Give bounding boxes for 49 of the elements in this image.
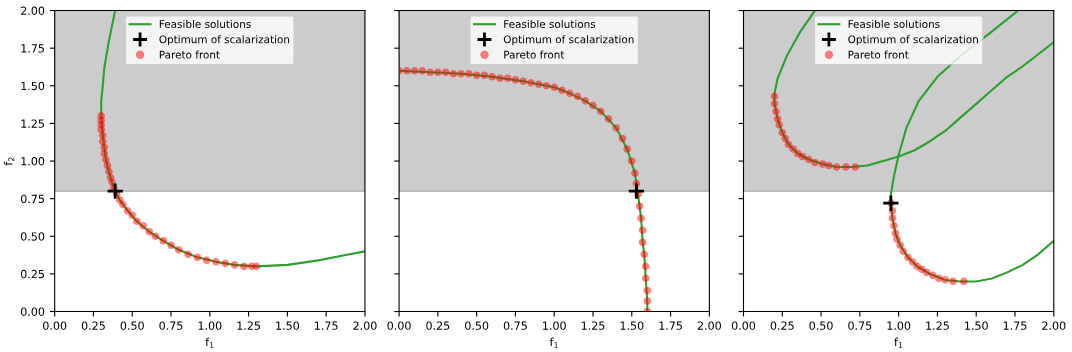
x-tick-label: 0.75 bbox=[848, 321, 872, 330]
x-tick-label: 1.75 bbox=[659, 321, 682, 330]
x-tick-label: 0.00 bbox=[731, 321, 756, 330]
x-tick-label: 1.00 bbox=[543, 321, 566, 330]
legend-label: Feasible solutions bbox=[848, 19, 940, 28]
legend-label: Optimum of scalarization bbox=[159, 35, 290, 46]
x-tick-label: 2.00 bbox=[697, 321, 721, 330]
x-tick-label: 1.25 bbox=[237, 321, 260, 330]
legend-label: Pareto front bbox=[848, 50, 909, 59]
x-axis-title: f$_{1}$ bbox=[549, 337, 558, 348]
legend-label: Feasible solutions bbox=[504, 19, 596, 28]
legend-label: Optimum of scalarization bbox=[503, 35, 634, 46]
x-tick-label: 0.75 bbox=[159, 321, 183, 330]
x-tick-label: 0.50 bbox=[465, 321, 489, 330]
y-tick-label: 0.75 bbox=[20, 194, 44, 204]
x-tick-label: 1.00 bbox=[887, 321, 911, 330]
x-tick-label: 1.25 bbox=[581, 321, 605, 330]
x-tick-label: 0.00 bbox=[387, 321, 411, 330]
x-axis-title: f$_{1}$ bbox=[894, 337, 903, 348]
x-tick-label: 0.75 bbox=[503, 321, 527, 330]
x-tick-label: 0.25 bbox=[81, 321, 105, 330]
x-tick-label: 1.25 bbox=[926, 321, 949, 330]
legend-label: Pareto front bbox=[159, 50, 220, 59]
x-tick-label: 0.00 bbox=[43, 321, 67, 330]
x-axis-title: f$_{1}$ bbox=[205, 337, 214, 348]
y-tick-label: 1.75 bbox=[21, 44, 44, 53]
x-tick-label: 0.50 bbox=[809, 321, 833, 330]
x-tick-label: 1.00 bbox=[198, 321, 222, 330]
x-tick-label: 0.50 bbox=[120, 321, 144, 330]
x-tick-label: 2.00 bbox=[1042, 321, 1066, 330]
x-tick-label: 1.75 bbox=[315, 321, 338, 330]
x-tick-label: 0.25 bbox=[770, 321, 794, 330]
y-tick-label: 2.00 bbox=[21, 6, 45, 15]
x-tick-label: 1.50 bbox=[276, 321, 300, 330]
y-tick-label: 1.25 bbox=[21, 119, 44, 128]
x-tick-label: 2.00 bbox=[353, 321, 377, 330]
x-tick-label: 1.75 bbox=[1003, 321, 1027, 330]
y-tick-label: 1.00 bbox=[21, 157, 45, 166]
x-tick-label: 0.25 bbox=[426, 321, 450, 330]
y-tick-label: 0.25 bbox=[20, 269, 44, 279]
legend-label: Feasible solutions bbox=[159, 19, 251, 28]
y-tick-label: 1.50 bbox=[21, 81, 45, 91]
y-tick-label: 0.50 bbox=[20, 232, 45, 241]
y-tick-label: 0.00 bbox=[20, 307, 45, 316]
y-axis-title: f$_{2}$ bbox=[3, 157, 15, 166]
legend-label: Pareto front bbox=[504, 50, 565, 59]
legend-label: Optimum of scalarization bbox=[848, 35, 978, 46]
x-tick-label: 1.50 bbox=[965, 321, 988, 330]
x-tick-label: 1.50 bbox=[620, 321, 644, 330]
